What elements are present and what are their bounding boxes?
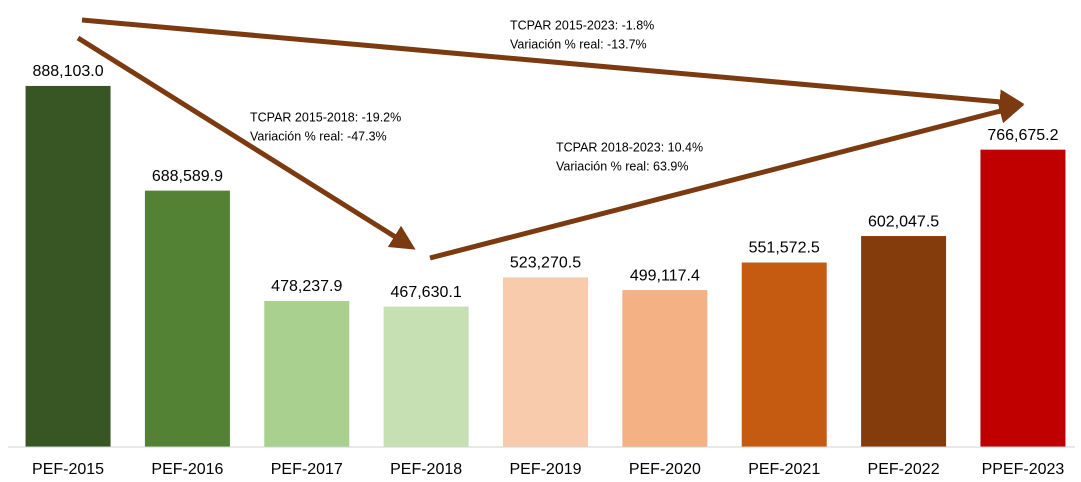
data-label: 888,103.0 — [32, 63, 103, 80]
bars — [25, 85, 1066, 448]
x-tick-label: PPEF-2023 — [982, 461, 1065, 478]
data-label: 766,675.2 — [987, 127, 1058, 144]
bar — [144, 190, 230, 447]
data-label: 467,630.1 — [391, 284, 462, 301]
arrows — [76, 17, 1025, 261]
bar — [622, 290, 708, 447]
data-label: 551,572.5 — [749, 240, 820, 257]
x-tick-label: PEF-2016 — [151, 461, 223, 478]
data-label: 478,237.9 — [271, 278, 342, 295]
x-tick-label: PEF-2022 — [868, 461, 940, 478]
arrow — [429, 99, 1025, 261]
bar — [383, 306, 469, 447]
x-tick-label: PEF-2020 — [629, 461, 701, 478]
annotation: TCPAR 2018-2023: 10.4% — [556, 140, 703, 154]
x-tick-label: PEF-2017 — [271, 461, 343, 478]
annotation: Variación % real: -47.3% — [250, 129, 387, 143]
x-tick-label: PEF-2021 — [748, 461, 820, 478]
data-label: 602,047.5 — [868, 213, 939, 230]
bar — [741, 262, 827, 447]
arrow — [81, 17, 1025, 115]
bar — [503, 277, 588, 447]
annotation: TCPAR 2015-2023: -1.8% — [510, 18, 654, 32]
x-tick-label: PEF-2019 — [509, 461, 581, 478]
bar — [861, 236, 947, 447]
x-tick-label: PEF-2015 — [32, 461, 104, 478]
annotation: Variación % real: 63.9% — [556, 159, 688, 173]
bar — [980, 149, 1066, 448]
data-label: 523,270.5 — [510, 255, 581, 272]
bar — [264, 301, 350, 447]
data-label: 499,117.4 — [630, 267, 700, 284]
bar — [25, 85, 111, 448]
data-label: 688,589.9 — [152, 168, 223, 185]
arrow — [76, 35, 416, 250]
annotation: TCPAR 2015-2018: -19.2% — [250, 110, 401, 124]
x-tick-label: PEF-2018 — [390, 461, 462, 478]
annotation: Variación % real: -13.7% — [510, 37, 647, 51]
